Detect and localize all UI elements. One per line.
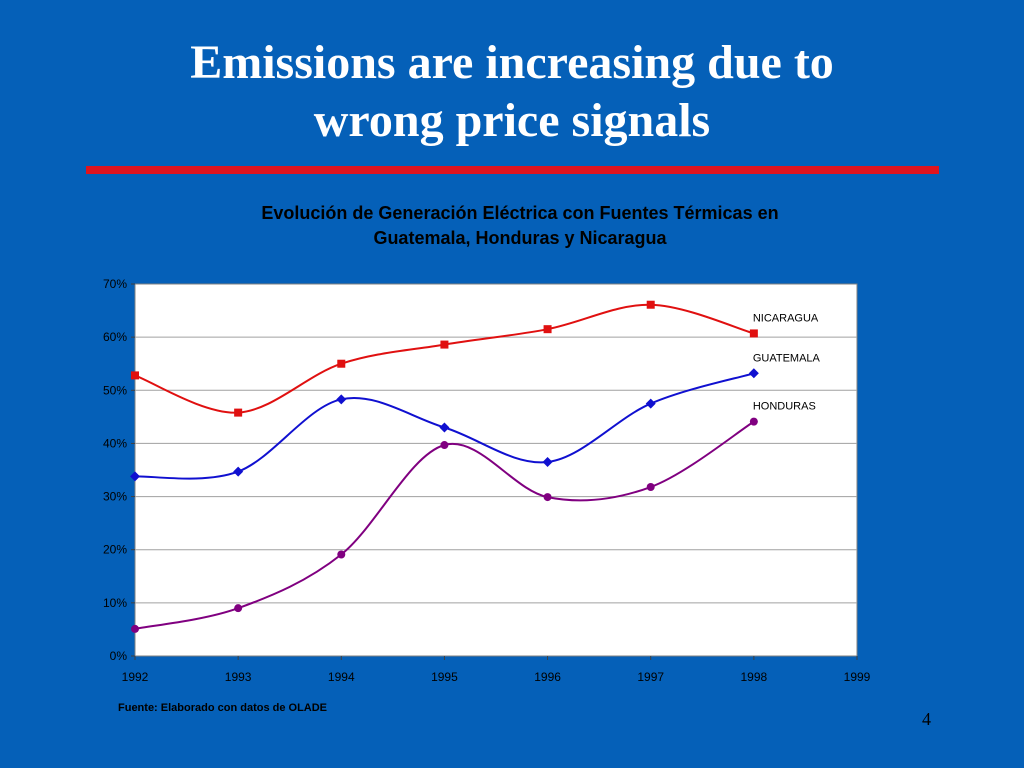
data-point bbox=[543, 325, 552, 334]
data-point bbox=[234, 408, 243, 417]
y-tick-label: 50% bbox=[103, 383, 127, 397]
data-point bbox=[336, 394, 347, 405]
data-point bbox=[646, 483, 655, 492]
data-point bbox=[646, 300, 655, 309]
x-tick-label: 1998 bbox=[741, 670, 768, 684]
x-tick-label: 1992 bbox=[122, 670, 149, 684]
y-tick-label: 10% bbox=[103, 596, 127, 610]
slide-title-line-1: Emissions are increasing due to bbox=[190, 36, 834, 89]
data-point bbox=[131, 624, 139, 633]
slide-title-line-2: wrong price signals bbox=[313, 94, 711, 147]
data-point bbox=[233, 466, 244, 477]
series-label-guatemala: GUATEMALA bbox=[753, 352, 821, 364]
y-tick-label: 20% bbox=[103, 543, 127, 557]
data-point bbox=[439, 422, 450, 433]
series-guatemala bbox=[130, 368, 759, 482]
y-axis: 0% 10% 20% 30% 40% 50% 60% 70% bbox=[103, 277, 135, 663]
series-group bbox=[130, 300, 759, 633]
plot-background bbox=[134, 283, 858, 657]
source-note: Fuente: Elaborado con datos de OLADE bbox=[118, 702, 328, 714]
plot-area bbox=[134, 283, 858, 657]
y-tick-label: 60% bbox=[103, 330, 127, 344]
y-tick-label: 40% bbox=[103, 436, 127, 450]
y-tick-label: 70% bbox=[103, 277, 127, 291]
y-tick-label: 30% bbox=[103, 490, 127, 504]
data-point bbox=[337, 550, 346, 559]
title-divider bbox=[86, 166, 939, 174]
x-tick-label: 1993 bbox=[225, 670, 252, 684]
x-tick-label: 1995 bbox=[431, 670, 458, 684]
data-point bbox=[749, 329, 758, 338]
x-tick-label: 1994 bbox=[328, 670, 355, 684]
data-point bbox=[645, 398, 656, 409]
data-point bbox=[130, 471, 140, 482]
data-point bbox=[337, 359, 346, 368]
y-tick-label: 0% bbox=[110, 649, 128, 663]
data-point bbox=[543, 493, 552, 502]
series-label-honduras: HONDURAS bbox=[753, 401, 816, 413]
chart-title-line-1: Evolución de Generación Eléctrica con Fu… bbox=[261, 203, 779, 223]
series-label-nicaragua: NICARAGUA bbox=[753, 312, 819, 324]
data-point bbox=[234, 604, 243, 613]
series-honduras bbox=[131, 417, 758, 633]
slide-title: Emissions are increasing due to wrong pr… bbox=[0, 34, 1024, 150]
page-number: 4 bbox=[922, 709, 931, 729]
x-tick-label: 1997 bbox=[637, 670, 664, 684]
chart-title-line-2: Guatemala, Honduras y Nicaragua bbox=[373, 228, 667, 248]
data-point bbox=[440, 441, 449, 450]
x-axis: 1992 1993 1994 1995 1996 1997 1998 1999 bbox=[122, 656, 871, 684]
data-point bbox=[440, 340, 449, 349]
data-point bbox=[748, 368, 759, 379]
series-labels: NICARAGUA GUATEMALA HONDURAS bbox=[753, 312, 821, 412]
chart-title: Evolución de Generación Eléctrica con Fu… bbox=[120, 201, 920, 251]
x-tick-label: 1999 bbox=[844, 670, 871, 684]
data-point bbox=[542, 457, 553, 468]
x-tick-label: 1996 bbox=[534, 670, 561, 684]
data-point bbox=[131, 371, 139, 380]
series-nicaragua bbox=[131, 300, 758, 417]
data-point bbox=[749, 417, 758, 426]
